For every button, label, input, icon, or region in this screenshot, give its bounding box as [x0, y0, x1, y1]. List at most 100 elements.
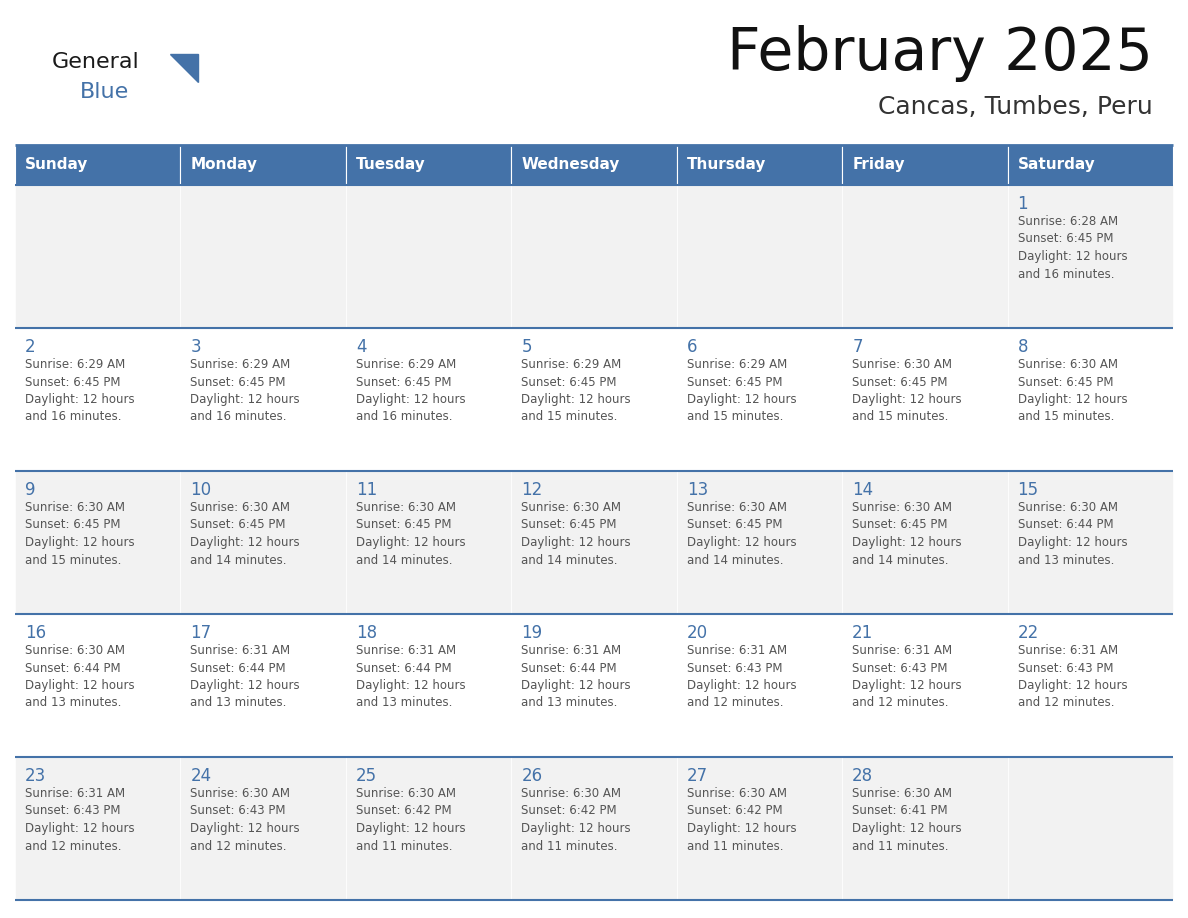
Text: Blue: Blue: [80, 82, 129, 102]
Bar: [15, 145, 181, 185]
Bar: [842, 471, 1007, 614]
Text: Friday: Friday: [852, 158, 905, 173]
Bar: [677, 328, 842, 471]
Text: Saturday: Saturday: [1018, 158, 1095, 173]
Text: Sunday: Sunday: [25, 158, 88, 173]
Text: Sunrise: 6:30 AM
Sunset: 6:45 PM
Daylight: 12 hours
and 14 minutes.: Sunrise: 6:30 AM Sunset: 6:45 PM Dayligh…: [522, 501, 631, 566]
Text: Sunrise: 6:31 AM
Sunset: 6:43 PM
Daylight: 12 hours
and 12 minutes.: Sunrise: 6:31 AM Sunset: 6:43 PM Dayligh…: [687, 644, 796, 710]
Bar: [511, 185, 677, 328]
Text: Sunrise: 6:30 AM
Sunset: 6:42 PM
Daylight: 12 hours
and 11 minutes.: Sunrise: 6:30 AM Sunset: 6:42 PM Dayligh…: [687, 787, 796, 853]
Text: Sunrise: 6:30 AM
Sunset: 6:42 PM
Daylight: 12 hours
and 11 minutes.: Sunrise: 6:30 AM Sunset: 6:42 PM Dayligh…: [356, 787, 466, 853]
Text: 17: 17: [190, 624, 211, 642]
Text: Sunrise: 6:30 AM
Sunset: 6:45 PM
Daylight: 12 hours
and 15 minutes.: Sunrise: 6:30 AM Sunset: 6:45 PM Dayligh…: [1018, 358, 1127, 423]
Bar: [346, 471, 511, 614]
Bar: [677, 145, 842, 185]
Bar: [1007, 471, 1173, 614]
Text: Sunrise: 6:31 AM
Sunset: 6:44 PM
Daylight: 12 hours
and 13 minutes.: Sunrise: 6:31 AM Sunset: 6:44 PM Dayligh…: [356, 644, 466, 710]
Bar: [1007, 185, 1173, 328]
Text: Tuesday: Tuesday: [356, 158, 425, 173]
Text: Sunrise: 6:30 AM
Sunset: 6:45 PM
Daylight: 12 hours
and 15 minutes.: Sunrise: 6:30 AM Sunset: 6:45 PM Dayligh…: [25, 501, 134, 566]
Bar: [677, 185, 842, 328]
Text: Sunrise: 6:29 AM
Sunset: 6:45 PM
Daylight: 12 hours
and 16 minutes.: Sunrise: 6:29 AM Sunset: 6:45 PM Dayligh…: [356, 358, 466, 423]
Text: Cancas, Tumbes, Peru: Cancas, Tumbes, Peru: [878, 95, 1154, 119]
Text: 8: 8: [1018, 338, 1028, 356]
Bar: [1007, 145, 1173, 185]
Bar: [842, 328, 1007, 471]
Text: Sunrise: 6:29 AM
Sunset: 6:45 PM
Daylight: 12 hours
and 15 minutes.: Sunrise: 6:29 AM Sunset: 6:45 PM Dayligh…: [687, 358, 796, 423]
Text: Sunrise: 6:31 AM
Sunset: 6:43 PM
Daylight: 12 hours
and 12 minutes.: Sunrise: 6:31 AM Sunset: 6:43 PM Dayligh…: [1018, 644, 1127, 710]
Bar: [842, 757, 1007, 900]
Text: Sunrise: 6:30 AM
Sunset: 6:44 PM
Daylight: 12 hours
and 13 minutes.: Sunrise: 6:30 AM Sunset: 6:44 PM Dayligh…: [25, 644, 134, 710]
Text: 20: 20: [687, 624, 708, 642]
Bar: [15, 757, 181, 900]
Text: 19: 19: [522, 624, 543, 642]
Text: 13: 13: [687, 481, 708, 499]
Bar: [842, 614, 1007, 757]
Bar: [346, 328, 511, 471]
Bar: [1007, 614, 1173, 757]
Text: General: General: [52, 52, 140, 72]
Text: Sunrise: 6:29 AM
Sunset: 6:45 PM
Daylight: 12 hours
and 16 minutes.: Sunrise: 6:29 AM Sunset: 6:45 PM Dayligh…: [25, 358, 134, 423]
Text: 21: 21: [852, 624, 873, 642]
Text: 18: 18: [356, 624, 377, 642]
Text: Sunrise: 6:29 AM
Sunset: 6:45 PM
Daylight: 12 hours
and 16 minutes.: Sunrise: 6:29 AM Sunset: 6:45 PM Dayligh…: [190, 358, 301, 423]
Text: 5: 5: [522, 338, 532, 356]
Text: Sunrise: 6:29 AM
Sunset: 6:45 PM
Daylight: 12 hours
and 15 minutes.: Sunrise: 6:29 AM Sunset: 6:45 PM Dayligh…: [522, 358, 631, 423]
Text: 22: 22: [1018, 624, 1038, 642]
Bar: [511, 614, 677, 757]
Bar: [181, 471, 346, 614]
Text: February 2025: February 2025: [727, 25, 1154, 82]
Text: 26: 26: [522, 767, 543, 785]
Text: Sunrise: 6:31 AM
Sunset: 6:44 PM
Daylight: 12 hours
and 13 minutes.: Sunrise: 6:31 AM Sunset: 6:44 PM Dayligh…: [190, 644, 301, 710]
Text: 23: 23: [25, 767, 46, 785]
Bar: [181, 185, 346, 328]
Bar: [842, 185, 1007, 328]
Bar: [346, 145, 511, 185]
Bar: [677, 471, 842, 614]
Text: Sunrise: 6:30 AM
Sunset: 6:45 PM
Daylight: 12 hours
and 14 minutes.: Sunrise: 6:30 AM Sunset: 6:45 PM Dayligh…: [852, 501, 962, 566]
Polygon shape: [170, 54, 198, 82]
Text: Sunrise: 6:30 AM
Sunset: 6:41 PM
Daylight: 12 hours
and 11 minutes.: Sunrise: 6:30 AM Sunset: 6:41 PM Dayligh…: [852, 787, 962, 853]
Text: 7: 7: [852, 338, 862, 356]
Text: Sunrise: 6:31 AM
Sunset: 6:43 PM
Daylight: 12 hours
and 12 minutes.: Sunrise: 6:31 AM Sunset: 6:43 PM Dayligh…: [852, 644, 962, 710]
Text: Sunrise: 6:30 AM
Sunset: 6:43 PM
Daylight: 12 hours
and 12 minutes.: Sunrise: 6:30 AM Sunset: 6:43 PM Dayligh…: [190, 787, 301, 853]
Text: Sunrise: 6:30 AM
Sunset: 6:45 PM
Daylight: 12 hours
and 14 minutes.: Sunrise: 6:30 AM Sunset: 6:45 PM Dayligh…: [356, 501, 466, 566]
Text: Sunrise: 6:31 AM
Sunset: 6:43 PM
Daylight: 12 hours
and 12 minutes.: Sunrise: 6:31 AM Sunset: 6:43 PM Dayligh…: [25, 787, 134, 853]
Bar: [181, 328, 346, 471]
Bar: [677, 614, 842, 757]
Text: Thursday: Thursday: [687, 158, 766, 173]
Bar: [346, 757, 511, 900]
Text: 11: 11: [356, 481, 377, 499]
Text: 24: 24: [190, 767, 211, 785]
Text: Sunrise: 6:30 AM
Sunset: 6:42 PM
Daylight: 12 hours
and 11 minutes.: Sunrise: 6:30 AM Sunset: 6:42 PM Dayligh…: [522, 787, 631, 853]
Text: Sunrise: 6:30 AM
Sunset: 6:44 PM
Daylight: 12 hours
and 13 minutes.: Sunrise: 6:30 AM Sunset: 6:44 PM Dayligh…: [1018, 501, 1127, 566]
Bar: [511, 757, 677, 900]
Text: Wednesday: Wednesday: [522, 158, 620, 173]
Bar: [15, 185, 181, 328]
Bar: [346, 614, 511, 757]
Bar: [842, 145, 1007, 185]
Bar: [181, 145, 346, 185]
Text: 10: 10: [190, 481, 211, 499]
Text: Sunrise: 6:28 AM
Sunset: 6:45 PM
Daylight: 12 hours
and 16 minutes.: Sunrise: 6:28 AM Sunset: 6:45 PM Dayligh…: [1018, 215, 1127, 281]
Text: 28: 28: [852, 767, 873, 785]
Text: 15: 15: [1018, 481, 1038, 499]
Bar: [1007, 757, 1173, 900]
Text: 14: 14: [852, 481, 873, 499]
Text: 6: 6: [687, 338, 697, 356]
Text: 2: 2: [25, 338, 36, 356]
Bar: [677, 757, 842, 900]
Bar: [15, 328, 181, 471]
Text: 3: 3: [190, 338, 201, 356]
Text: 12: 12: [522, 481, 543, 499]
Bar: [511, 471, 677, 614]
Text: 1: 1: [1018, 195, 1028, 213]
Bar: [511, 145, 677, 185]
Bar: [346, 185, 511, 328]
Bar: [511, 328, 677, 471]
Text: 27: 27: [687, 767, 708, 785]
Text: Sunrise: 6:30 AM
Sunset: 6:45 PM
Daylight: 12 hours
and 14 minutes.: Sunrise: 6:30 AM Sunset: 6:45 PM Dayligh…: [687, 501, 796, 566]
Bar: [1007, 328, 1173, 471]
Text: Sunrise: 6:31 AM
Sunset: 6:44 PM
Daylight: 12 hours
and 13 minutes.: Sunrise: 6:31 AM Sunset: 6:44 PM Dayligh…: [522, 644, 631, 710]
Bar: [15, 471, 181, 614]
